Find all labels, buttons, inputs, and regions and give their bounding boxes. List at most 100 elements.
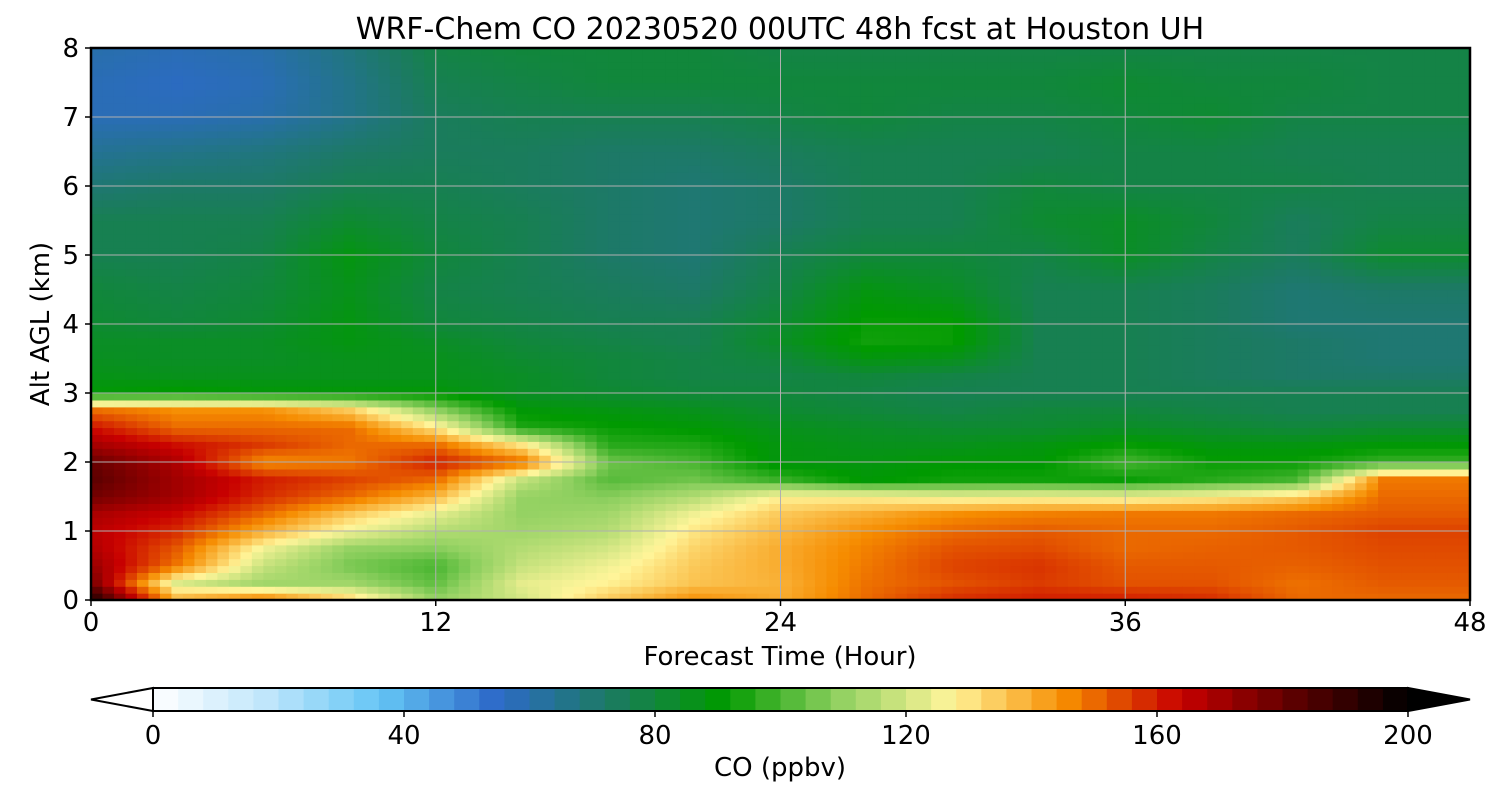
heatmap-cell [596, 296, 609, 304]
heatmap-cell [159, 351, 173, 360]
heatmap-cell [746, 137, 759, 146]
heatmap-cell [791, 151, 805, 159]
heatmap-cell [608, 89, 621, 97]
heatmap-cell [585, 455, 598, 463]
heatmap-cell [309, 241, 322, 249]
heatmap-cell [435, 427, 448, 435]
heatmap-cell [562, 123, 575, 132]
heatmap-cell [401, 586, 414, 594]
heatmap-cell [343, 206, 356, 215]
heatmap-cell [665, 317, 678, 325]
heatmap-cell [389, 137, 402, 146]
heatmap-cell [205, 441, 219, 449]
heatmap-cell [424, 48, 437, 56]
heatmap-cell [780, 289, 793, 297]
heatmap-cell [194, 351, 207, 360]
heatmap-cell [596, 261, 609, 270]
heatmap-cell [493, 434, 506, 442]
heatmap-cell [596, 275, 609, 284]
heatmap-cell [608, 310, 621, 318]
heatmap-cell [182, 130, 196, 139]
heatmap-cell [780, 117, 793, 125]
heatmap-cell [596, 268, 609, 277]
heatmap-cell [585, 324, 598, 332]
heatmap-cell [470, 393, 483, 401]
heatmap-cell [608, 275, 621, 284]
heatmap-cell [481, 399, 494, 408]
heatmap-cell [769, 434, 782, 442]
heatmap-cell [171, 192, 184, 201]
heatmap-cell [757, 386, 770, 394]
heatmap-cell [642, 579, 655, 587]
heatmap-cell [654, 462, 667, 470]
heatmap-cell [791, 544, 805, 553]
heatmap-cell [182, 261, 196, 270]
heatmap-cell [217, 151, 230, 159]
heatmap-cell [757, 68, 770, 77]
heatmap-cell [309, 406, 322, 415]
heatmap-cell [251, 537, 264, 546]
heatmap-cell [527, 289, 540, 297]
heatmap-cell [447, 510, 460, 518]
heatmap-cell [113, 344, 127, 353]
heatmap-cell [148, 448, 161, 456]
heatmap-cell [102, 489, 115, 498]
heatmap-cell [516, 531, 529, 539]
heatmap-cell [746, 289, 759, 297]
heatmap-cell [504, 255, 517, 263]
heatmap-cell [481, 503, 494, 511]
heatmap-cell [780, 379, 793, 387]
heatmap-cell [504, 110, 517, 118]
heatmap-cell [343, 558, 356, 567]
heatmap-cell [458, 68, 471, 77]
heatmap-cell [596, 572, 609, 580]
heatmap-cell [113, 75, 127, 84]
heatmap-cell [734, 227, 747, 235]
heatmap-cell [700, 558, 713, 567]
heatmap-cell [585, 317, 598, 325]
heatmap-cell [309, 68, 322, 77]
heatmap-cell [631, 296, 644, 304]
heatmap-cell [113, 96, 127, 104]
heatmap-cell [424, 558, 437, 567]
heatmap-cell [263, 489, 276, 498]
heatmap-cell [343, 517, 356, 525]
heatmap-cell [608, 248, 621, 256]
heatmap-cell [240, 565, 253, 573]
heatmap-cell [401, 296, 414, 304]
heatmap-cell [424, 61, 437, 70]
heatmap-cell [355, 413, 368, 422]
heatmap-cell [585, 586, 598, 594]
heatmap-cell [642, 379, 655, 387]
heatmap-cell [389, 103, 402, 111]
heatmap-cell [286, 220, 299, 228]
heatmap-cell [343, 475, 356, 484]
heatmap-cell [608, 558, 621, 567]
heatmap-cell [435, 365, 448, 373]
heatmap-cell [769, 565, 782, 573]
heatmap-cell [263, 434, 276, 442]
heatmap-cell [665, 192, 678, 201]
heatmap-cell [159, 468, 173, 477]
heatmap-cell [378, 544, 391, 553]
heatmap-cell [378, 220, 391, 228]
heatmap-cell [596, 110, 609, 118]
heatmap-cell [791, 324, 805, 332]
heatmap-cell [136, 489, 150, 498]
heatmap-cell [757, 89, 770, 97]
heatmap-cell [711, 413, 724, 422]
heatmap-cell [493, 213, 506, 222]
heatmap-cell [378, 413, 391, 422]
heatmap-cell [217, 289, 230, 297]
heatmap-cell [159, 61, 173, 70]
heatmap-cell [550, 241, 563, 249]
heatmap-cell [700, 165, 713, 173]
heatmap-cell [723, 517, 736, 525]
heatmap-cell [723, 241, 736, 249]
heatmap-cell [573, 399, 586, 408]
chart-title: WRF-Chem CO 20230520 00UTC 48h fcst at H… [356, 12, 1204, 47]
heatmap-cell [159, 234, 173, 242]
heatmap-cell [665, 489, 678, 498]
heatmap-cell [171, 330, 184, 339]
heatmap-cell [481, 275, 494, 284]
